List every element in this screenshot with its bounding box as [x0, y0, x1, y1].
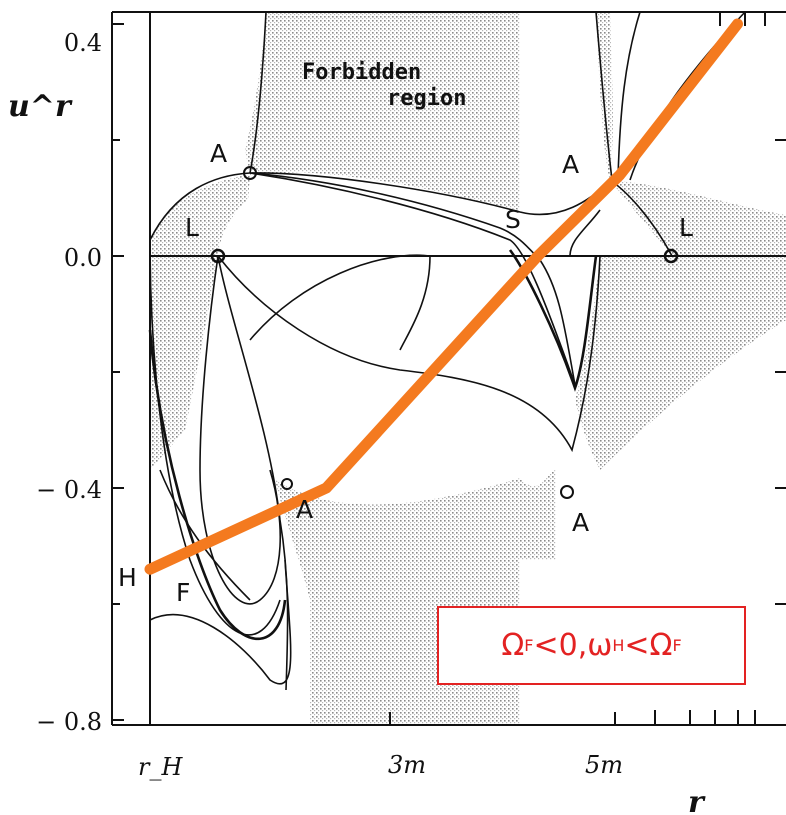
curve-left-loop-4 — [149, 559, 292, 685]
annot-sub-f2: F — [672, 636, 682, 655]
critical-points — [210, 166, 679, 499]
forbidden-region-bottom-center — [275, 470, 556, 725]
curve-flow-4 — [569, 209, 601, 257]
forbidden-region-left-shoulder — [150, 175, 250, 255]
highlight-line — [144, 18, 743, 575]
annot-sub-f1: F — [524, 636, 534, 655]
curve-flow-3 — [508, 249, 598, 392]
forbidden-region-right-lower — [575, 256, 786, 470]
point-A-bottom-left — [281, 478, 293, 490]
annot-rel2: < — [624, 628, 650, 663]
label-L-left: L — [185, 213, 199, 242]
curve-flow-2 — [249, 172, 576, 386]
tick-marks — [112, 12, 786, 725]
forbidden-region-top-center — [245, 12, 520, 210]
region-label-line1: Forbidden — [302, 60, 421, 85]
curve-left-loop-2 — [149, 239, 281, 636]
y-tick-label-0-4: 0.4 — [64, 29, 102, 57]
label-A-bottom-left: A — [296, 495, 313, 524]
x-tick-label-5m: 5m — [585, 751, 623, 779]
point-L-right — [663, 248, 679, 264]
annot-omega-f2: Ω — [649, 628, 673, 663]
annotation-box: Ω F <0, ω H < Ω F — [437, 606, 746, 685]
annot-rel1: <0, — [533, 628, 588, 663]
label-A-top-right: A — [562, 150, 579, 179]
y-tick-label-minus-0-4: − 0.4 — [36, 476, 102, 504]
curve-left-loop-3 — [148, 329, 287, 641]
x-tick-label-3m: 3m — [388, 751, 426, 779]
curve-flow-1 — [249, 172, 576, 386]
label-L-right: L — [679, 213, 693, 242]
label-H: H — [118, 563, 137, 592]
axes-frame — [111, 11, 786, 726]
curve-right-spike-1 — [595, 11, 613, 181]
curve-lower-arc-2 — [249, 254, 431, 351]
curve-upper-left-wall — [249, 11, 267, 174]
x-tick-label-rH: r_H — [138, 753, 183, 781]
curve-left-loop-5 — [159, 469, 251, 601]
label-S: S — [505, 205, 521, 234]
y-axis-title: u^r — [8, 89, 73, 124]
x-axis-title: r — [688, 785, 706, 815]
annot-omega-f: Ω — [501, 628, 525, 663]
annot-sub-h: H — [612, 636, 625, 655]
curve-right-spike-2 — [617, 11, 641, 179]
y-tick-label-minus-0-8: − 0.8 — [36, 708, 102, 736]
label-A-top-left: A — [210, 139, 227, 168]
annot-omega-h: ω — [587, 628, 613, 663]
label-F: F — [176, 578, 190, 607]
point-A-bottom-right — [560, 485, 574, 499]
y-tick-label-0-0: 0.0 — [64, 244, 102, 272]
forbidden-region-right-wing — [610, 180, 786, 255]
curve-lower-arc-1 — [217, 255, 601, 453]
point-A-top-left — [243, 166, 257, 180]
label-A-bottom-right: A — [572, 508, 589, 537]
curve-left-loop-1 — [199, 255, 282, 605]
region-label-line2: region — [387, 86, 466, 111]
point-L-left — [210, 248, 226, 264]
forbidden-region-left-column — [150, 256, 218, 470]
curve-upper-envelope — [149, 172, 613, 241]
